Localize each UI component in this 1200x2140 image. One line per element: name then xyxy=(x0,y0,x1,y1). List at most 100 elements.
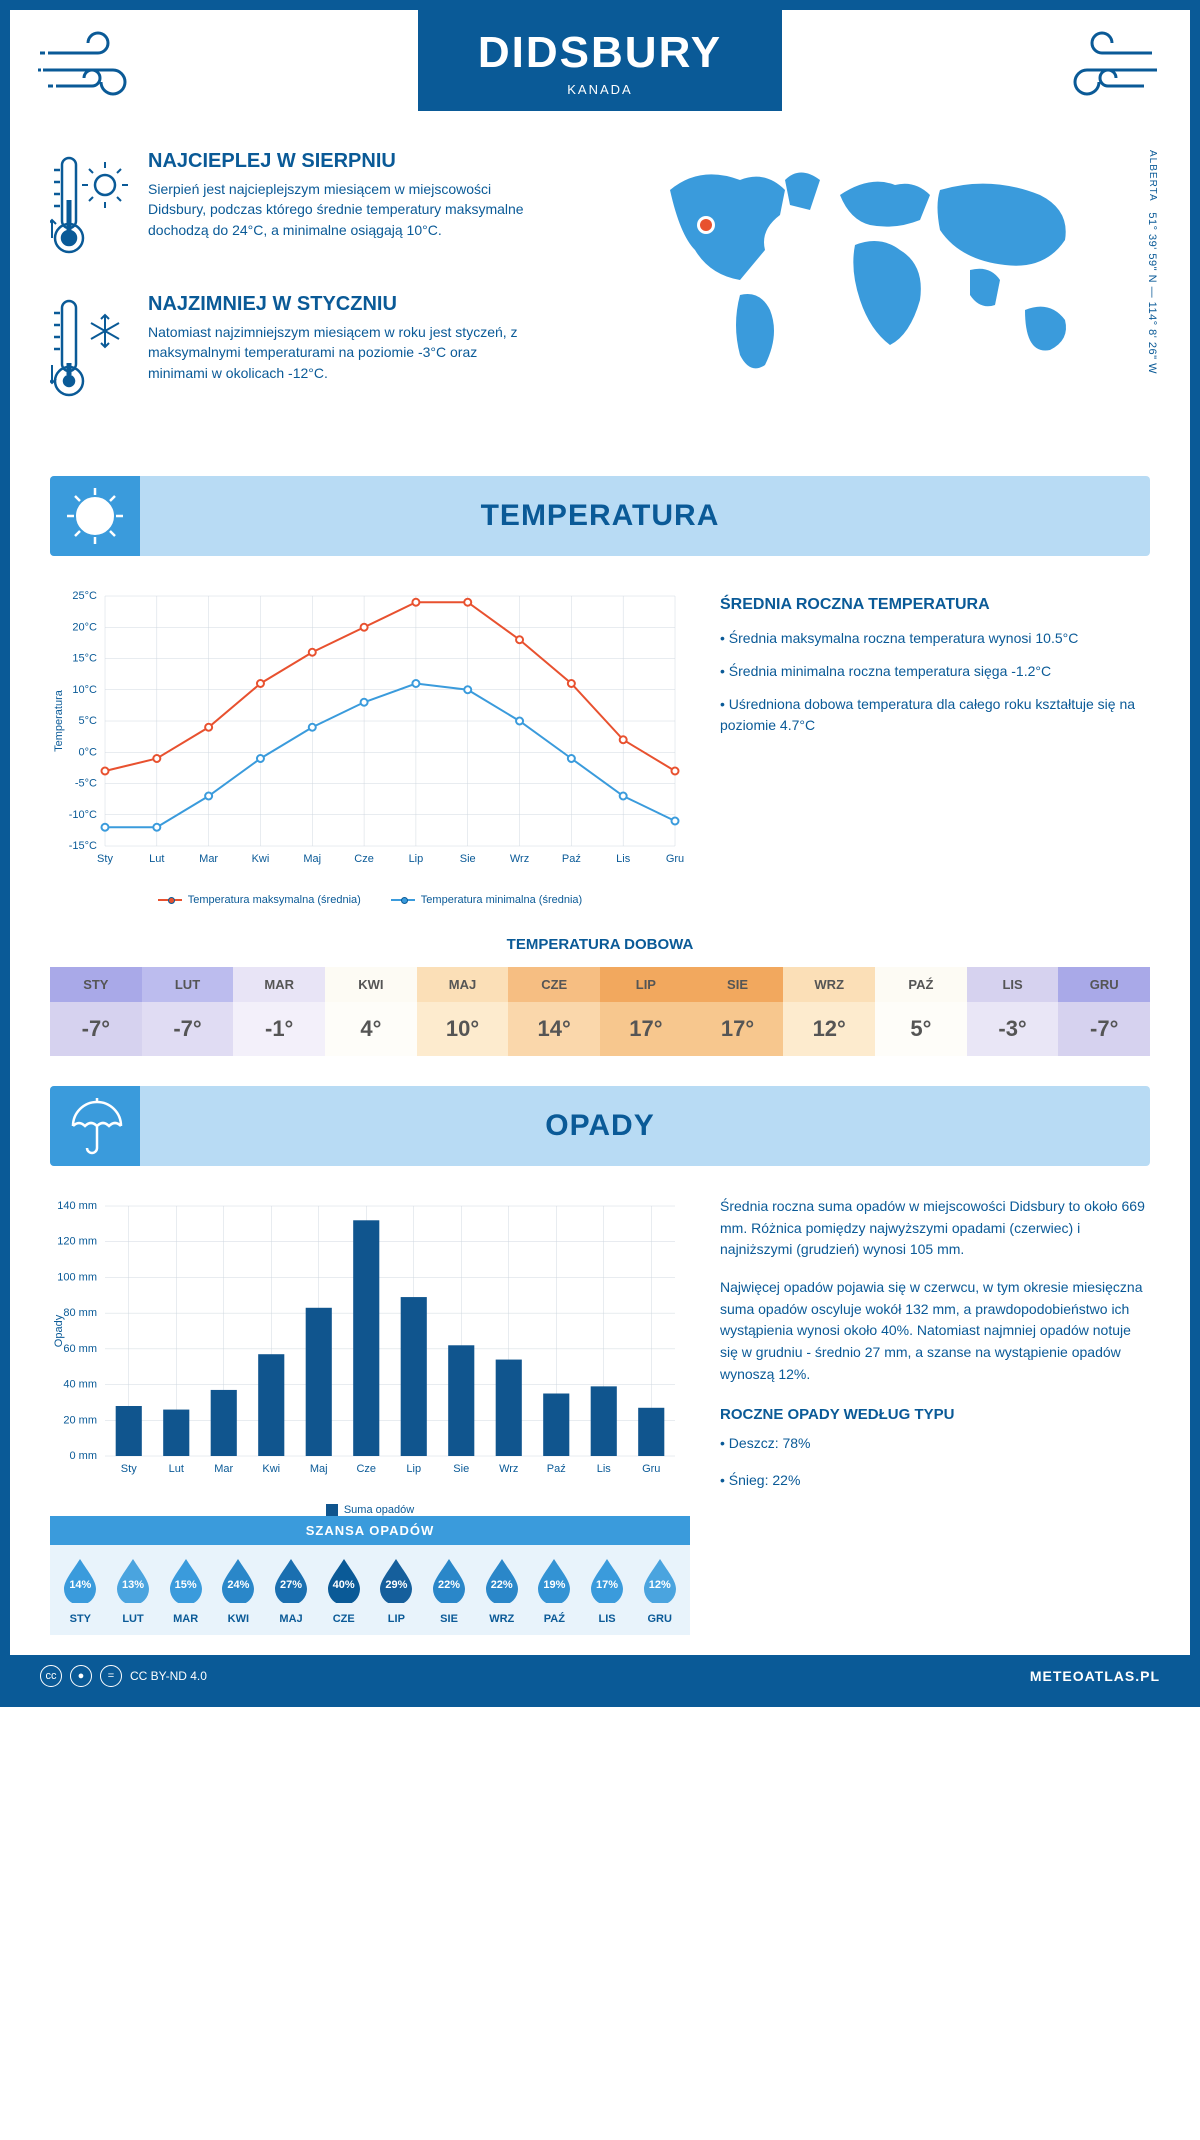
svg-text:Lut: Lut xyxy=(149,853,164,865)
sun-icon xyxy=(50,476,140,556)
daily-cell: KWI4° xyxy=(325,967,417,1056)
svg-text:0°C: 0°C xyxy=(79,746,98,758)
temp-legend: Temperatura maksymalna (średnia) Tempera… xyxy=(50,894,690,906)
precipitation-body: 0 mm20 mm40 mm60 mm80 mm100 mm120 mm140 … xyxy=(10,1166,1190,1655)
svg-text:Sty: Sty xyxy=(97,853,113,865)
svg-text:Lut: Lut xyxy=(169,1463,184,1475)
coldest-text: Natomiast najzimniejszym miesiącem w rok… xyxy=(148,322,528,383)
svg-text:Wrz: Wrz xyxy=(499,1463,518,1475)
svg-text:Maj: Maj xyxy=(303,853,321,865)
svg-text:20 mm: 20 mm xyxy=(63,1414,97,1426)
umbrella-icon xyxy=(50,1086,140,1166)
svg-text:Cze: Cze xyxy=(356,1463,376,1475)
warmest-text: Sierpień jest najcieplejszym miesiącem w… xyxy=(148,179,528,240)
coldest-block: NAJZIMNIEJ W STYCZNIU Natomiast najzimni… xyxy=(50,293,600,408)
svg-text:Kwi: Kwi xyxy=(252,853,270,865)
temperature-body: -15°C-10°C-5°C0°C5°C10°C15°C20°C25°CStyL… xyxy=(10,556,1190,926)
chance-cell: 22%SIE xyxy=(423,1557,476,1631)
svg-text:Lip: Lip xyxy=(409,853,424,865)
svg-text:60 mm: 60 mm xyxy=(63,1343,97,1355)
daily-cell: CZE14° xyxy=(508,967,600,1056)
daily-cell: MAR-1° xyxy=(233,967,325,1056)
svg-text:Opady: Opady xyxy=(53,1314,65,1347)
chance-cell: 17%LIS xyxy=(581,1557,634,1631)
svg-text:Gru: Gru xyxy=(642,1463,660,1475)
daily-cell: WRZ12° xyxy=(783,967,875,1056)
temperature-section-header: TEMPERATURA xyxy=(50,476,1150,556)
svg-text:100 mm: 100 mm xyxy=(57,1271,97,1283)
coordinates: ALBERTA 51° 39' 59" N — 114° 8' 26" W xyxy=(1146,150,1158,390)
precipitation-chart: 0 mm20 mm40 mm60 mm80 mm100 mm120 mm140 … xyxy=(50,1196,690,1516)
precipitation-summary: Średnia roczna suma opadów w miejscowośc… xyxy=(720,1196,1150,1635)
daily-temp-title: TEMPERATURA DOBOWA xyxy=(10,936,1190,953)
temperature-summary: ŚREDNIA ROCZNA TEMPERATURA • Średnia mak… xyxy=(720,586,1150,906)
precip-text-1: Średnia roczna suma opadów w miejscowośc… xyxy=(720,1196,1150,1261)
svg-text:Sie: Sie xyxy=(453,1463,469,1475)
city-title: DIDSBURY xyxy=(478,28,722,78)
country-subtitle: KANADA xyxy=(478,82,722,97)
svg-text:5°C: 5°C xyxy=(79,715,98,727)
wind-icon xyxy=(38,28,158,113)
precip-type-item: • Śnieg: 22% xyxy=(720,1470,1150,1492)
svg-text:-5°C: -5°C xyxy=(75,778,97,790)
cc-icon: cc xyxy=(40,1665,62,1687)
daily-cell: PAŹ5° xyxy=(875,967,967,1056)
svg-text:10°C: 10°C xyxy=(72,684,97,696)
chance-cell: 24%KWI xyxy=(212,1557,265,1631)
svg-text:-15°C: -15°C xyxy=(69,840,97,852)
region-label: ALBERTA xyxy=(1147,150,1158,202)
precip-chance-table: SZANSA OPADÓW 14%STY13%LUT15%MAR24%KWI27… xyxy=(50,1516,690,1635)
daily-cell: LUT-7° xyxy=(142,967,234,1056)
coldest-title: NAJZIMNIEJ W STYCZNIU xyxy=(148,293,528,316)
precip-type-title: ROCZNE OPADY WEDŁUG TYPU xyxy=(720,1406,1150,1423)
infographic-page: DIDSBURY KANADA xyxy=(0,0,1200,1707)
svg-text:15°C: 15°C xyxy=(72,653,97,665)
svg-text:120 mm: 120 mm xyxy=(57,1236,97,1248)
world-map-icon xyxy=(630,150,1110,390)
chance-cell: 13%LUT xyxy=(107,1557,160,1631)
svg-text:Sie: Sie xyxy=(460,853,476,865)
daily-cell: STY-7° xyxy=(50,967,142,1056)
chance-cell: 12%GRU xyxy=(633,1557,686,1631)
intro-left: NAJCIEPLEJ W SIERPNIU Sierpień jest najc… xyxy=(50,150,600,436)
svg-text:Mar: Mar xyxy=(199,853,218,865)
precip-legend: Suma opadów xyxy=(50,1504,690,1516)
license-text: CC BY-ND 4.0 xyxy=(130,1669,207,1683)
map-block: ALBERTA 51° 39' 59" N — 114° 8' 26" W xyxy=(630,150,1150,436)
temp-bullet: • Średnia maksymalna roczna temperatura … xyxy=(720,628,1150,649)
chance-cell: 29%LIP xyxy=(370,1557,423,1631)
svg-text:Sty: Sty xyxy=(121,1463,137,1475)
temperature-chart: -15°C-10°C-5°C0°C5°C10°C15°C20°C25°CStyL… xyxy=(50,586,690,906)
title-banner: DIDSBURY KANADA xyxy=(418,10,782,111)
svg-text:Mar: Mar xyxy=(214,1463,233,1475)
svg-text:Temperatura: Temperatura xyxy=(53,689,65,752)
precip-text-2: Najwięcej opadów pojawia się w czerwcu, … xyxy=(720,1277,1150,1385)
svg-text:140 mm: 140 mm xyxy=(57,1200,97,1212)
section-title: OPADY xyxy=(545,1109,654,1143)
svg-text:Maj: Maj xyxy=(310,1463,328,1475)
chance-title: SZANSA OPADÓW xyxy=(50,1516,690,1545)
by-icon: ● xyxy=(70,1665,92,1687)
warmest-block: NAJCIEPLEJ W SIERPNIU Sierpień jest najc… xyxy=(50,150,600,265)
warmest-title: NAJCIEPLEJ W SIERPNIU xyxy=(148,150,528,173)
chance-cell: 40%CZE xyxy=(317,1557,370,1631)
temp-summary-title: ŚREDNIA ROCZNA TEMPERATURA xyxy=(720,596,1150,614)
legend-max: Temperatura maksymalna (średnia) xyxy=(188,894,361,906)
brand-text: METEOATLAS.PL xyxy=(1030,1668,1160,1684)
latlon-label: 51° 39' 59" N — 114° 8' 26" W xyxy=(1146,212,1158,374)
svg-text:40 mm: 40 mm xyxy=(63,1379,97,1391)
svg-text:20°C: 20°C xyxy=(72,621,97,633)
svg-text:Gru: Gru xyxy=(666,853,684,865)
temp-bullet: • Uśredniona dobowa temperatura dla całe… xyxy=(720,694,1150,736)
chance-cell: 14%STY xyxy=(54,1557,107,1631)
thermometer-snow-icon xyxy=(50,293,130,408)
svg-text:Wrz: Wrz xyxy=(510,853,529,865)
header: DIDSBURY KANADA xyxy=(10,10,1190,140)
daily-cell: GRU-7° xyxy=(1058,967,1150,1056)
nd-icon: = xyxy=(100,1665,122,1687)
svg-text:Paź: Paź xyxy=(562,853,581,865)
section-title: TEMPERATURA xyxy=(481,499,720,533)
daily-cell: SIE17° xyxy=(692,967,784,1056)
svg-text:80 mm: 80 mm xyxy=(63,1307,97,1319)
daily-cell: MAJ10° xyxy=(417,967,509,1056)
